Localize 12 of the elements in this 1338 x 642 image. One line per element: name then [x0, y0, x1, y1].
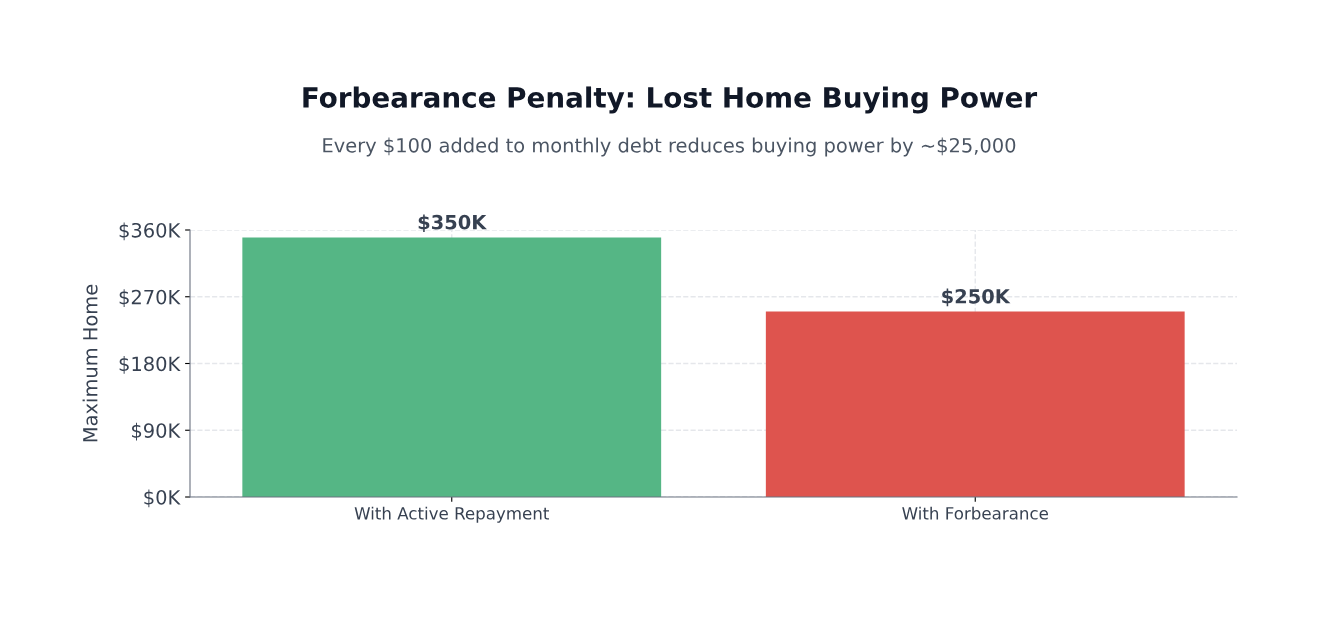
- y-tick-label: $270K: [119, 289, 181, 307]
- y-tick-label: $0K: [144, 489, 181, 508]
- y-tick-label: $180K: [119, 356, 181, 374]
- chart-title: Forbearance Penalty: Lost Home Buying Power: [303, 86, 1038, 114]
- y-tick-label: $360K: [119, 222, 181, 241]
- y-tick-label: $90K: [132, 422, 181, 441]
- chart-subtitle: Every $100 added to monthly debt reduces buying power by ~$25,000: [323, 137, 1016, 157]
- data-label: $350K: [418, 214, 487, 233]
- x-tick-label: With Forbearance: [902, 506, 1048, 520]
- y-axis-title: Maximum Home: [82, 284, 98, 442]
- x-tick-label: With Active Repayment: [354, 506, 550, 523]
- data-label: $250K: [942, 288, 1011, 307]
